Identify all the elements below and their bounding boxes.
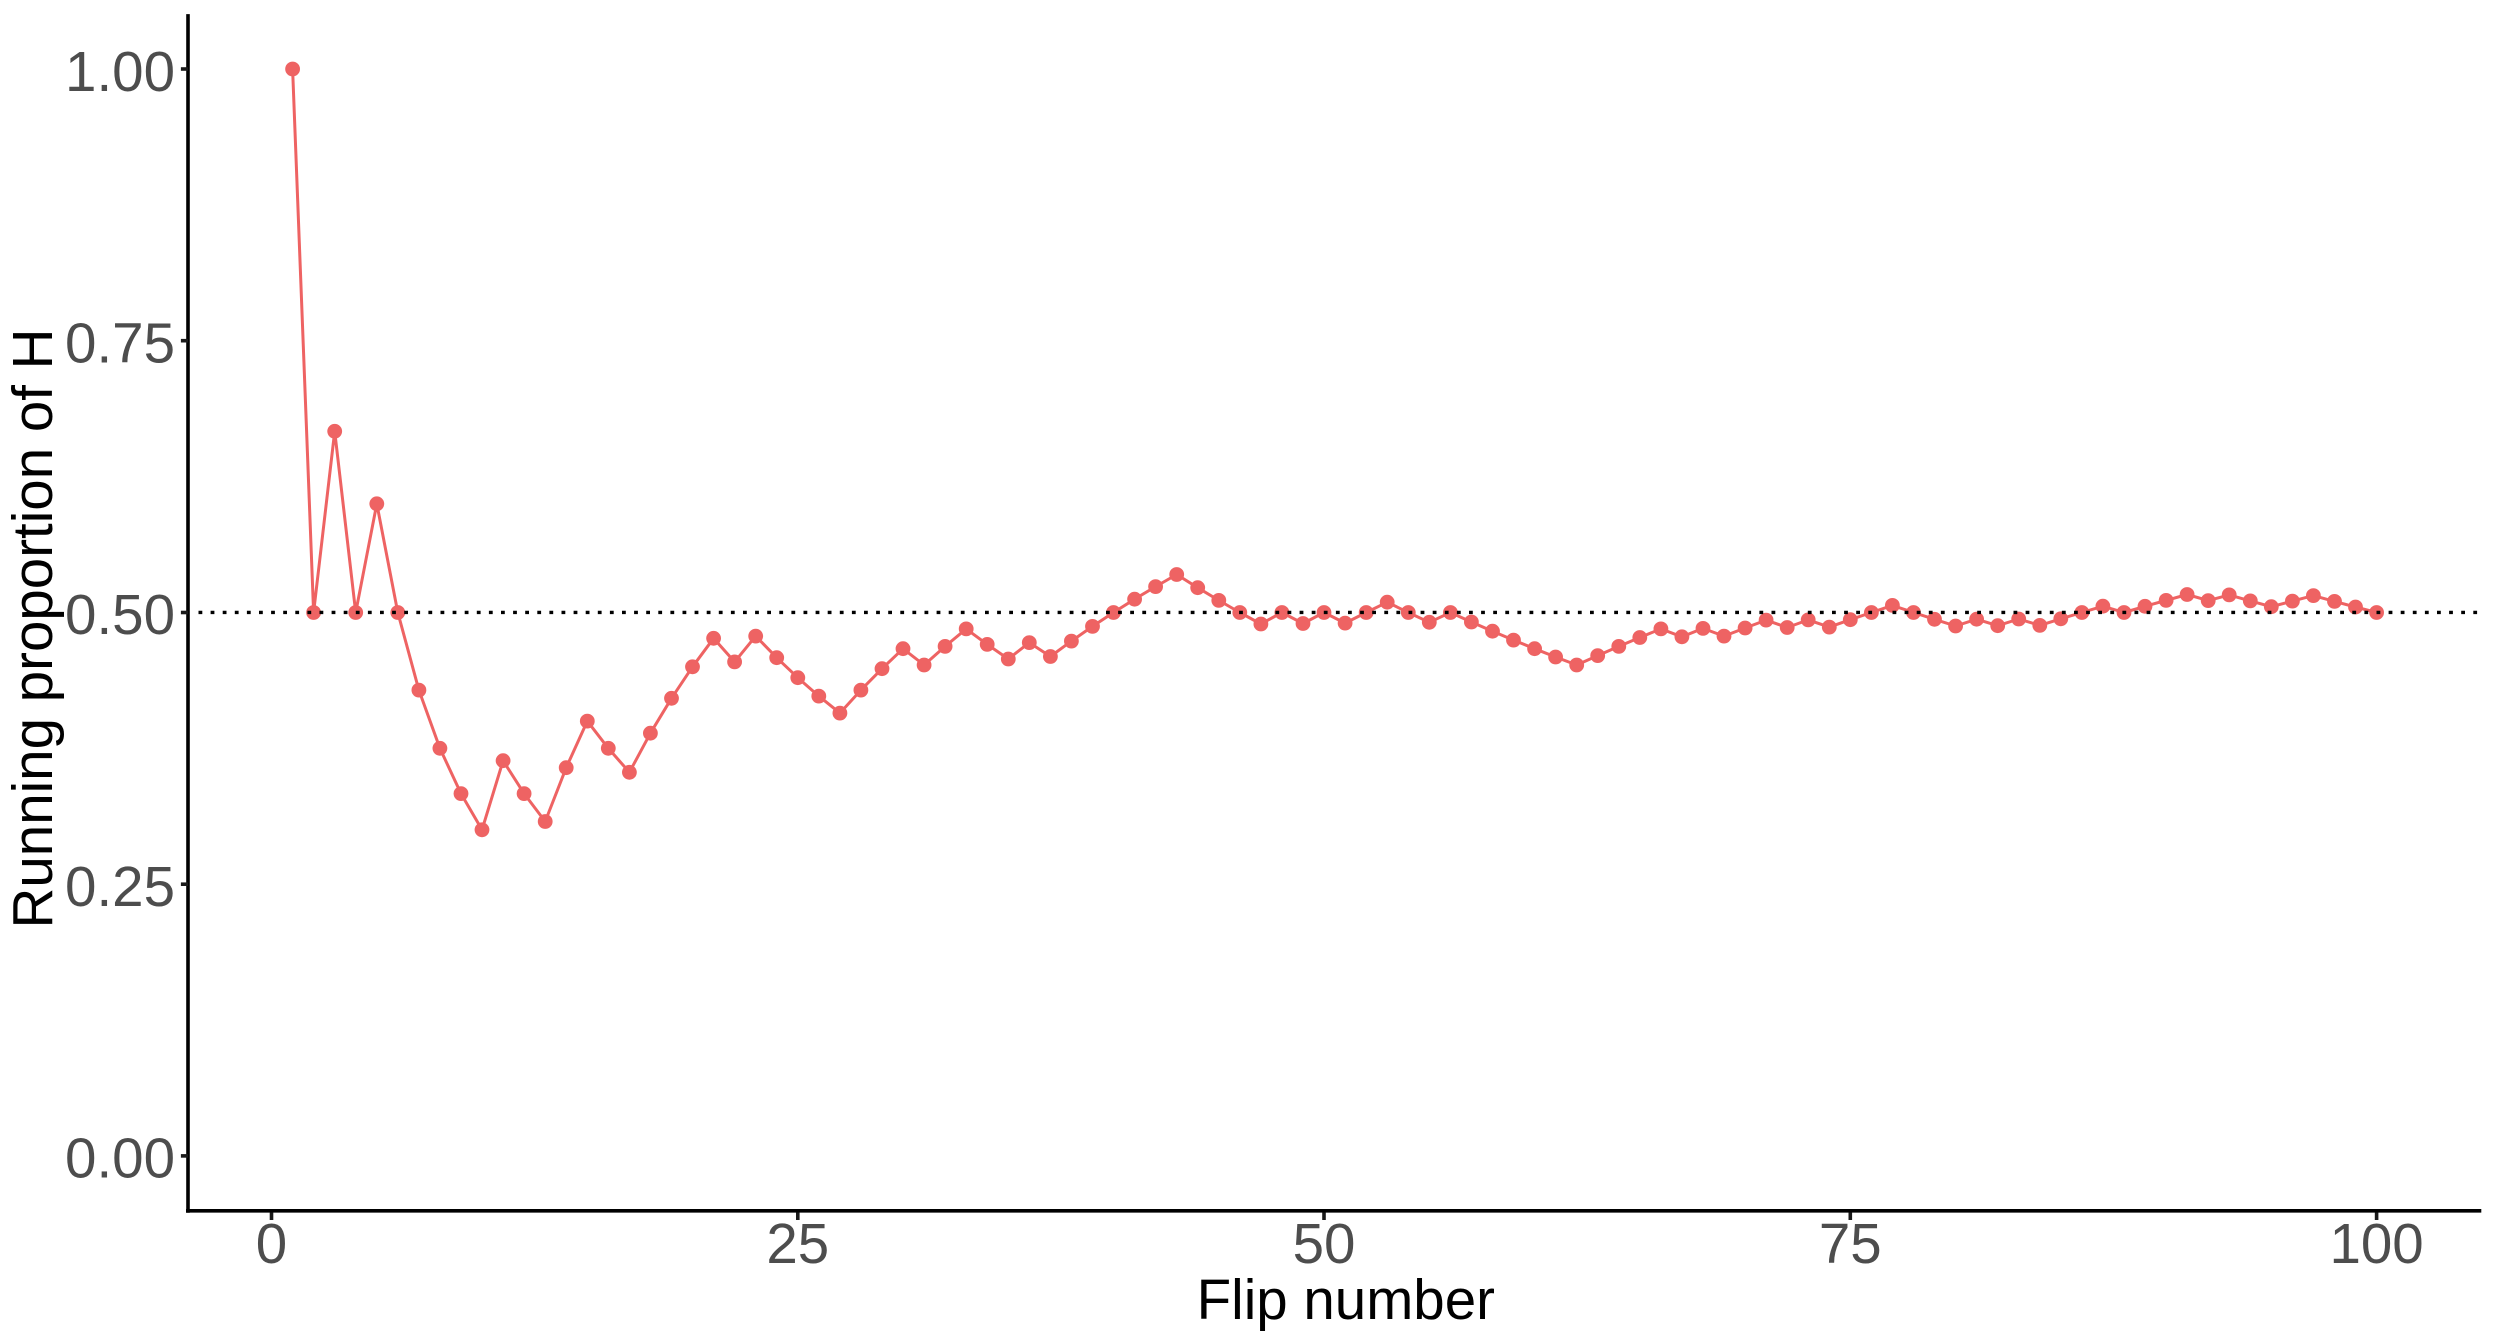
svg-text:0.00: 0.00 bbox=[65, 1127, 175, 1190]
svg-text:50: 50 bbox=[1293, 1212, 1356, 1275]
svg-text:0: 0 bbox=[256, 1212, 287, 1275]
svg-text:25: 25 bbox=[766, 1212, 829, 1275]
svg-text:1.00: 1.00 bbox=[65, 40, 175, 103]
svg-text:100: 100 bbox=[2329, 1212, 2423, 1275]
svg-text:75: 75 bbox=[1819, 1212, 1882, 1275]
svg-text:0.75: 0.75 bbox=[65, 312, 175, 375]
svg-text:0.50: 0.50 bbox=[65, 583, 175, 646]
svg-text:Flip number: Flip number bbox=[1197, 1268, 1495, 1331]
svg-text:0.25: 0.25 bbox=[65, 855, 175, 918]
svg-text:Running proportion of H: Running proportion of H bbox=[1, 329, 64, 929]
